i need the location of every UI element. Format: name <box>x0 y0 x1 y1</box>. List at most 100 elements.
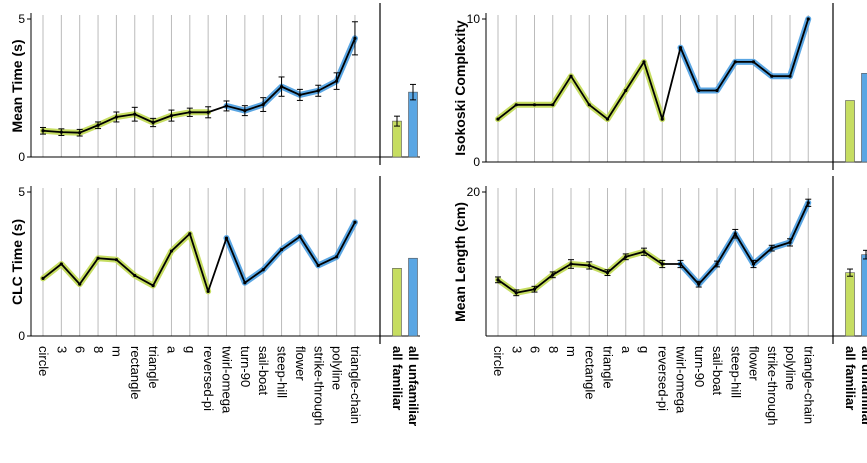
x-tick-label: circle <box>491 346 506 376</box>
y-axis-label: Mean Length (cm) <box>452 202 468 322</box>
series-line <box>42 37 356 134</box>
x-tick-labels: circle 3 6 8 m rectangle triangle a g reversed-pi… <box>491 346 867 426</box>
data-point <box>151 284 155 288</box>
x-tick-label: circle <box>36 346 51 376</box>
y-tick-label: 0 <box>18 329 25 343</box>
data-point <box>78 282 82 286</box>
bar-all-familiar <box>845 100 855 163</box>
panel-1: 0 5 Mean Time (s) <box>9 3 420 165</box>
data-point <box>316 263 320 268</box>
x-tick-label: turn-90 <box>692 346 707 387</box>
x-tick-label: polyline <box>330 346 345 390</box>
x-tick-label: 6 <box>73 346 88 353</box>
x-tick-label: rectangle <box>582 346 597 399</box>
series-line <box>497 18 810 120</box>
data-point <box>41 276 45 280</box>
x-tick-label-summary: all unfamiliar <box>406 346 421 426</box>
data-point <box>335 255 339 259</box>
x-tick-label-summary: all familiar <box>843 346 858 410</box>
data-point <box>279 248 284 252</box>
data-point <box>188 232 192 236</box>
data-point <box>496 117 500 121</box>
x-tick-label: a <box>164 346 179 354</box>
x-tick-label: 3 <box>509 346 524 353</box>
bar-all-unfamiliar <box>408 91 418 158</box>
data-point <box>532 103 537 107</box>
bar-all-unfamiliar <box>861 254 867 337</box>
x-tick-label: 3 <box>54 346 69 353</box>
data-point <box>770 74 774 78</box>
data-point <box>59 262 63 266</box>
x-tick-label: rectangle <box>128 346 143 399</box>
x-tick-label: sail-boat <box>710 346 725 396</box>
x-tick-label: triangle <box>146 346 161 389</box>
y-tick-label: 10 <box>467 12 481 26</box>
unfamiliar-highlight <box>223 219 358 286</box>
data-point <box>715 88 719 93</box>
data-point <box>587 103 591 107</box>
data-point <box>697 88 701 93</box>
x-tick-label-summary: all unfamiliar <box>859 346 867 426</box>
data-point <box>353 220 357 224</box>
x-tick-label: polyline <box>783 346 798 390</box>
bar-all-unfamiliar <box>408 257 418 337</box>
y-axis-label: Isokoski Complexity <box>452 20 468 156</box>
x-tick-label-summary: all familiar <box>390 346 405 410</box>
panel-4: 20 Mean Length (cm) circle 3 6 8 m rectangle tri… <box>452 176 867 426</box>
x-tick-label: triangle-chain <box>348 346 363 424</box>
data-point <box>751 60 756 64</box>
x-tick-label: m <box>109 346 124 357</box>
x-tick-label: a <box>619 346 634 354</box>
x-tick-label: triangle-chain <box>801 346 816 424</box>
familiar-highlight <box>495 248 666 296</box>
data-point <box>114 258 118 262</box>
data-point <box>624 88 628 93</box>
data-point <box>224 236 229 240</box>
data-point <box>96 256 100 260</box>
data-point <box>551 103 555 107</box>
bar-all-familiar <box>845 272 855 337</box>
x-tick-label: 8 <box>546 346 561 353</box>
x-tick-label: flower <box>747 346 762 381</box>
x-tick-labels: circle 3 6 8 m rectangle triangle a g reversed-pi… <box>36 346 421 426</box>
unfamiliar-highlight <box>677 16 812 94</box>
y-axis-label: Mean Time (s) <box>9 39 25 132</box>
x-tick-label: sail-boat <box>256 346 271 396</box>
x-tick-label: reversed-pi <box>655 346 670 411</box>
bar-all-unfamiliar <box>861 73 867 163</box>
x-tick-label: flower <box>293 346 308 381</box>
x-tick-label: strike-through <box>311 346 326 425</box>
y-tick-label: 20 <box>467 185 481 199</box>
x-tick-label: strike-through <box>765 346 780 425</box>
x-tick-label: reversed-pi <box>201 346 216 411</box>
data-point <box>733 60 737 64</box>
x-tick-label: steep-hill <box>275 346 290 398</box>
data-point <box>133 273 137 278</box>
data-point <box>788 74 792 78</box>
data-point <box>243 281 247 285</box>
data-point <box>642 60 646 64</box>
data-point <box>298 235 302 239</box>
series-line <box>42 221 356 293</box>
data-point <box>678 46 683 50</box>
x-tick-label: m <box>564 346 579 357</box>
x-tick-label: steep-hill <box>728 346 743 398</box>
data-point <box>206 289 210 293</box>
familiar-highlight <box>40 230 212 295</box>
data-point <box>806 17 810 21</box>
y-tick-label: 5 <box>18 185 25 199</box>
y-tick-label: 0 <box>473 155 480 169</box>
x-tick-label: triangle <box>601 346 616 389</box>
y-axis-label: CLC Time (s) <box>9 219 25 305</box>
x-tick-label: g <box>183 346 198 353</box>
data-point <box>605 117 610 121</box>
data-point <box>514 103 518 107</box>
y-tick-label: 5 <box>18 12 25 26</box>
x-tick-label: twirl-omega <box>674 346 689 414</box>
series-line <box>497 201 810 294</box>
data-point <box>261 268 265 272</box>
x-tick-label: 6 <box>528 346 543 353</box>
